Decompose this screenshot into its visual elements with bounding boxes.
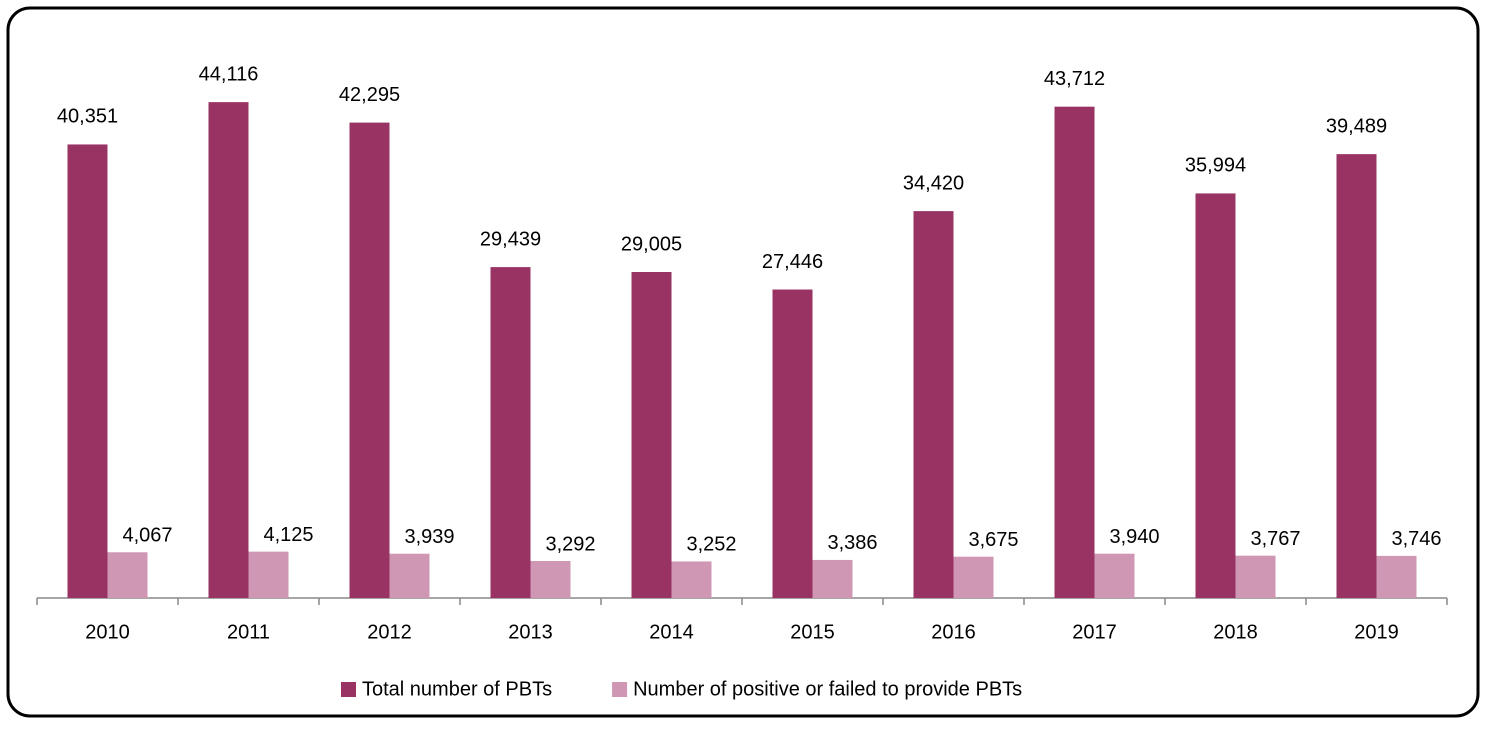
bar bbox=[772, 289, 813, 598]
bar bbox=[490, 267, 531, 598]
value-label: 35,994 bbox=[1185, 155, 1246, 177]
x-tick-label: 2015 bbox=[790, 621, 835, 643]
value-label: 3,675 bbox=[968, 529, 1018, 551]
legend-label: Number of positive or failed to provide … bbox=[633, 678, 1022, 700]
value-label: 29,439 bbox=[480, 228, 541, 250]
x-tick-label: 2012 bbox=[367, 621, 412, 643]
value-label: 3,386 bbox=[827, 532, 877, 554]
value-label: 34,420 bbox=[903, 172, 964, 194]
bar bbox=[349, 122, 390, 599]
value-label: 40,351 bbox=[57, 106, 118, 128]
value-label: 4,067 bbox=[122, 525, 172, 547]
bar bbox=[671, 561, 712, 598]
bar bbox=[1235, 555, 1276, 598]
value-label: 3,939 bbox=[404, 526, 454, 548]
bar bbox=[913, 211, 954, 598]
x-tick-label: 2016 bbox=[931, 621, 976, 643]
x-tick-label: 2013 bbox=[508, 621, 553, 643]
x-tick-label: 2017 bbox=[1072, 621, 1117, 643]
value-label: 3,746 bbox=[1391, 528, 1441, 550]
bar bbox=[530, 560, 571, 598]
value-label: 44,116 bbox=[199, 63, 259, 85]
x-tick-label: 2019 bbox=[1354, 621, 1399, 643]
value-label: 3,252 bbox=[686, 534, 736, 556]
bar bbox=[1195, 193, 1236, 599]
value-label: 3,767 bbox=[1250, 528, 1300, 550]
bar bbox=[631, 271, 672, 598]
value-label: 3,940 bbox=[1109, 526, 1159, 548]
x-tick-label: 2010 bbox=[85, 621, 130, 643]
bar bbox=[812, 559, 853, 598]
legend-swatch bbox=[612, 682, 628, 697]
bar bbox=[1054, 106, 1095, 598]
bar bbox=[208, 102, 249, 598]
bar bbox=[67, 144, 108, 598]
bar bbox=[1376, 555, 1417, 598]
bar bbox=[1094, 553, 1135, 598]
value-label: 39,489 bbox=[1326, 115, 1387, 137]
bar bbox=[1336, 154, 1377, 598]
legend-swatch bbox=[341, 682, 356, 697]
x-tick-label: 2014 bbox=[649, 621, 694, 643]
bar bbox=[389, 553, 430, 598]
value-label: 4,125 bbox=[263, 524, 313, 546]
x-tick-label: 2011 bbox=[227, 621, 270, 643]
value-label: 42,295 bbox=[339, 84, 400, 106]
value-label: 29,005 bbox=[621, 233, 682, 255]
value-label: 27,446 bbox=[762, 251, 823, 273]
x-tick-label: 2018 bbox=[1213, 621, 1258, 643]
bar bbox=[107, 552, 148, 598]
legend-label: Total number of PBTs bbox=[362, 678, 552, 700]
bar bbox=[953, 556, 994, 598]
value-label: 3,292 bbox=[545, 533, 595, 555]
value-label: 43,712 bbox=[1044, 68, 1105, 90]
bar bbox=[248, 551, 289, 598]
